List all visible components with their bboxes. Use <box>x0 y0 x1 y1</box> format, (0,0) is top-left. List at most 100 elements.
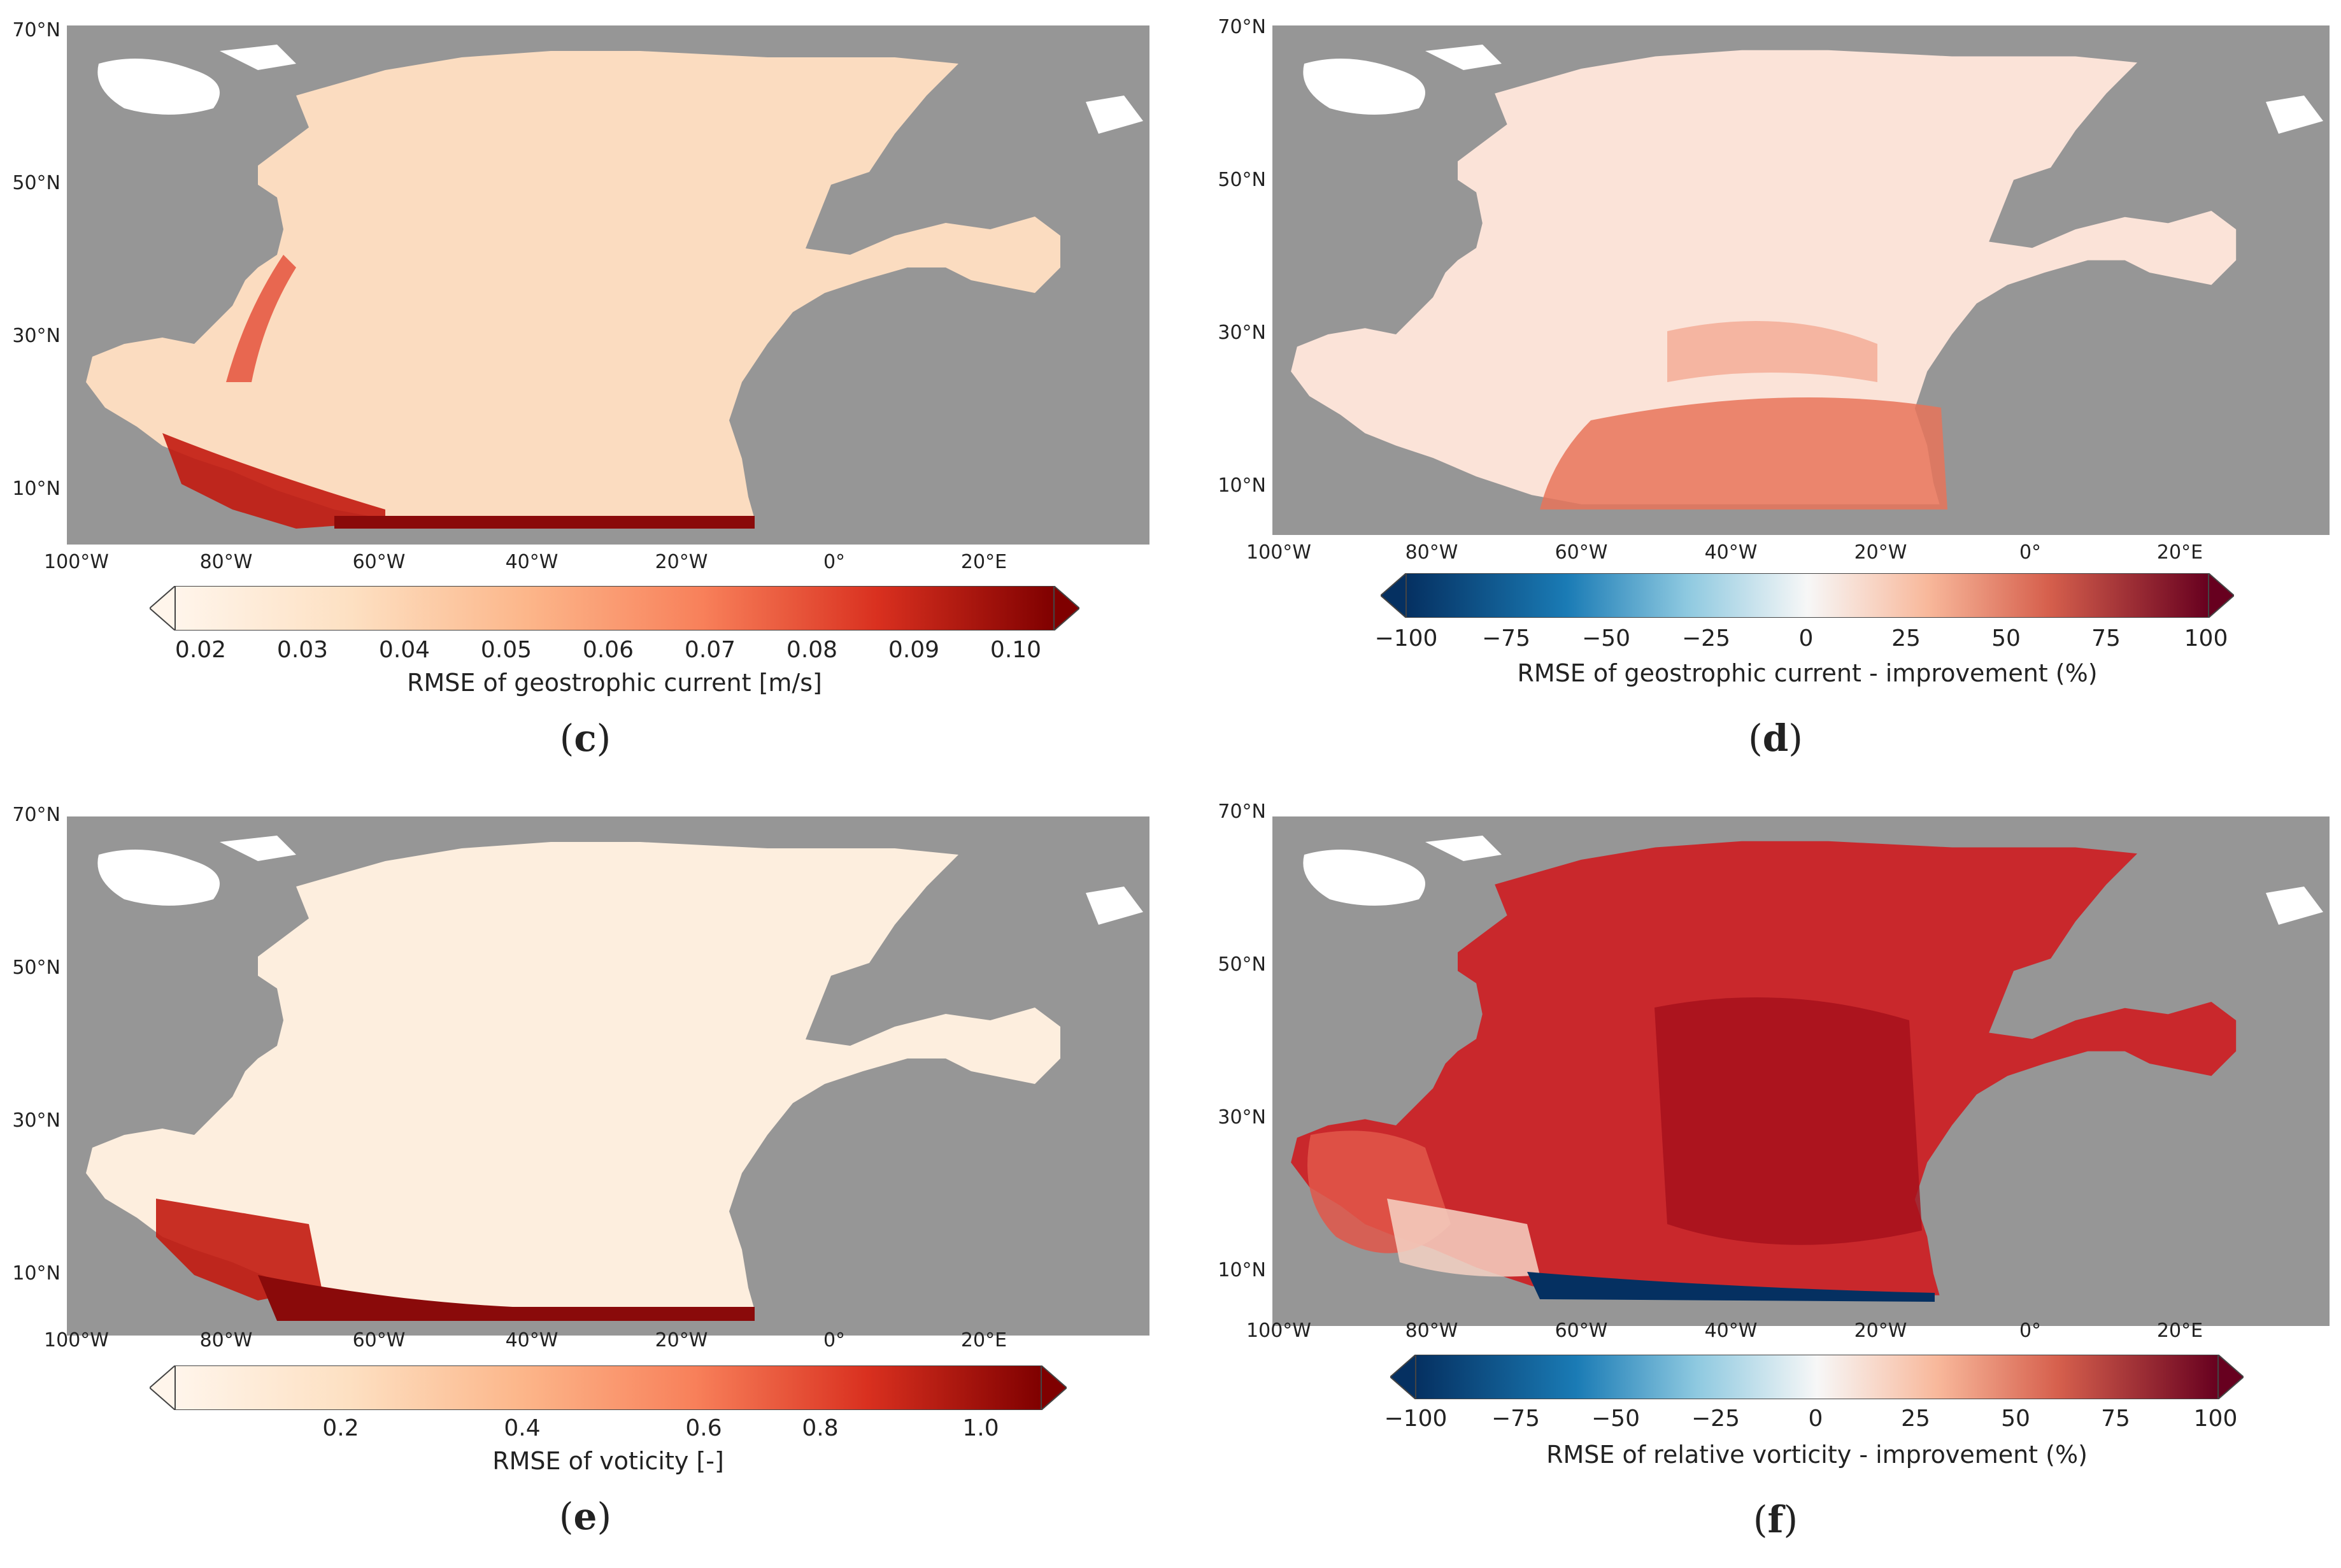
colorbar-tick: 0.06 <box>582 637 634 663</box>
colorbar-tick: −75 <box>1491 1406 1540 1432</box>
lat-tick: 10°N <box>12 1262 60 1285</box>
panel-label: (d) <box>1748 716 1803 760</box>
colorbar-tick: 0.04 <box>378 637 430 663</box>
colorbar-tick: 0.8 <box>802 1415 839 1441</box>
lon-tick: 80°W <box>199 551 253 573</box>
lon-tick: 20°E <box>2156 541 2203 564</box>
colorbar-label: RMSE of relative vorticity - improvement… <box>1546 1441 2088 1469</box>
lon-tick: 60°W <box>352 1329 406 1351</box>
lake-north <box>220 836 296 861</box>
lon-tick: 20°W <box>1854 1320 1907 1342</box>
lon-tick: 100°W <box>44 551 109 573</box>
lon-tick: 20°E <box>960 1329 1007 1351</box>
colorbar-tick: 25 <box>1891 625 1921 652</box>
colorbar-tick: 75 <box>2091 625 2121 652</box>
lon-tick: 20°E <box>2156 1320 2203 1342</box>
mixed-caribbean <box>1387 1199 1540 1277</box>
colorbar-tick: 0.4 <box>504 1415 541 1441</box>
lon-tick: 60°W <box>1555 1320 1608 1342</box>
colorbar-tick: 0.6 <box>685 1415 722 1441</box>
lat-tick: 30°N <box>12 1109 60 1132</box>
lon-tick: 20°W <box>655 1329 708 1351</box>
lake-east <box>2266 887 2323 925</box>
lon-tick: 0° <box>2019 541 2042 564</box>
map-e <box>67 816 1149 1336</box>
lon-tick: 40°W <box>505 1329 559 1351</box>
lake-east <box>2266 96 2323 134</box>
lake-east <box>1086 887 1143 925</box>
colorbar-label: RMSE of geostrophic current - improvemen… <box>1517 659 2098 687</box>
lon-tick: 80°W <box>1405 541 1458 564</box>
panel-label: (e) <box>559 1495 612 1538</box>
colorbar-tick: 25 <box>1901 1406 1930 1432</box>
lon-tick: 0° <box>823 1329 846 1351</box>
lon-tick: 80°W <box>199 1329 253 1351</box>
colorbar-tick: 100 <box>2193 1406 2238 1432</box>
colorbar-tick: −100 <box>1384 1406 1448 1432</box>
colorbar-f <box>1390 1355 2244 1399</box>
lake-hudson <box>97 59 220 115</box>
lat-tick: 50°N <box>12 172 60 194</box>
colorbar-tick: 1.0 <box>962 1415 999 1441</box>
colorbar-tick: 0 <box>1798 625 1814 652</box>
lat-tick: 70°N <box>12 804 60 826</box>
lake-north <box>1425 45 1502 70</box>
lon-tick: 20°W <box>1854 541 1907 564</box>
lon-tick: 40°W <box>1704 1320 1758 1342</box>
improvement-core <box>1654 997 1922 1245</box>
lat-tick: 50°N <box>12 957 60 979</box>
colorbar-tick: 0.2 <box>322 1415 359 1441</box>
colorbar-tick: 0.09 <box>888 637 940 663</box>
lake-hudson <box>97 850 220 906</box>
lat-tick: 50°N <box>1218 169 1266 191</box>
colorbar-tick: 0 <box>1808 1406 1823 1432</box>
lat-tick: 50°N <box>1218 953 1266 976</box>
colorbar-tick: −50 <box>1582 625 1630 652</box>
lake-north <box>220 45 296 70</box>
colorbar-tick: 0.07 <box>684 637 736 663</box>
lat-tick: 10°N <box>1218 1259 1266 1281</box>
colorbar-tick: 50 <box>2001 1406 2030 1432</box>
lat-tick: 70°N <box>1218 801 1266 823</box>
colorbar-tick: 0.03 <box>276 637 329 663</box>
colorbar-tick: 0.05 <box>480 637 532 663</box>
colorbar-tick: 75 <box>2101 1406 2130 1432</box>
colorbar-c <box>150 586 1079 631</box>
map-d <box>1272 25 2330 535</box>
lon-tick: 40°W <box>1704 541 1758 564</box>
colorbar-tick: −100 <box>1374 625 1438 652</box>
panel-label: (f) <box>1753 1498 1798 1541</box>
lon-tick: 60°W <box>352 551 406 573</box>
colorbar-tick: −25 <box>1682 625 1730 652</box>
lat-tick: 30°N <box>1218 1106 1266 1129</box>
panel-d: 70°N 50°N 30°N 10°N 100°W 80°W 60°W 40°W… <box>1170 0 2341 783</box>
colorbar-tick: −75 <box>1482 625 1530 652</box>
lon-tick: 0° <box>2019 1320 2042 1342</box>
lon-tick: 20°E <box>960 551 1007 573</box>
lon-tick: 0° <box>823 551 846 573</box>
lon-tick: 20°W <box>655 551 708 573</box>
high-error-caribbean <box>162 433 385 529</box>
improvement-tropics <box>1540 397 1947 510</box>
lake-east <box>1086 96 1143 134</box>
high-error-equator-band <box>334 516 755 529</box>
colorbar-d <box>1381 573 2234 618</box>
colorbar-e <box>150 1365 1067 1410</box>
lon-tick: 80°W <box>1405 1320 1458 1342</box>
colorbar-tick: 100 <box>2184 625 2228 652</box>
lat-tick: 10°N <box>1218 474 1266 497</box>
high-error-caribbean <box>156 1199 322 1301</box>
lat-tick: 30°N <box>12 325 60 347</box>
lake-hudson <box>1303 59 1425 115</box>
colorbar-tick: 0.08 <box>786 637 838 663</box>
panel-c: 70°N 50°N 30°N 10°N 100°W 80°W 60°W 40°W… <box>0 0 1170 783</box>
lake-north <box>1425 836 1502 861</box>
map-c <box>67 25 1149 545</box>
panel-label: (c) <box>559 716 611 760</box>
colorbar-tick: −50 <box>1591 1406 1640 1432</box>
lat-tick: 70°N <box>12 19 60 41</box>
lon-tick: 100°W <box>44 1329 109 1351</box>
panel-e: 70°N 50°N 30°N 10°N 100°W 80°W 60°W 40°W… <box>0 785 1170 1568</box>
colorbar-tick: −25 <box>1691 1406 1740 1432</box>
high-error-equator-band <box>258 1275 755 1321</box>
